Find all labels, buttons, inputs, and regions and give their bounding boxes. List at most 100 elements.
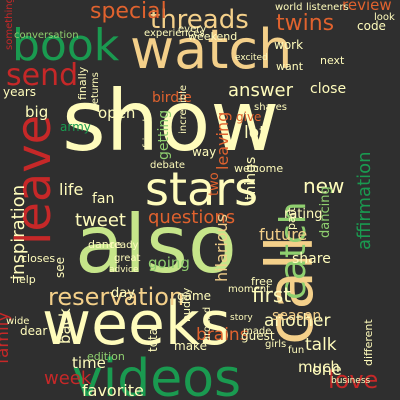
cloud-word-open: open — [98, 104, 135, 122]
cloud-word-experiences: experiences — [144, 28, 205, 39]
cloud-word-see: see — [53, 257, 67, 278]
cloud-word-brains: brains — [196, 325, 249, 345]
cloud-word-business: business — [331, 376, 371, 386]
cloud-word-weeks: weeks — [42, 289, 231, 359]
cloud-word-help: help — [12, 273, 36, 286]
cloud-word-fan: fan — [92, 191, 114, 207]
cloud-word-rating: rating — [284, 207, 323, 222]
cloud-word-lot: lot — [244, 123, 266, 143]
cloud-word-moment: moment — [228, 284, 270, 295]
cloud-word-make: make — [174, 339, 207, 353]
cloud-word-also: also — [75, 198, 237, 291]
cloud-word-twins: twins — [276, 11, 334, 36]
cloud-word-videos: videos — [72, 349, 241, 400]
cloud-word-hilarious: hilarious — [212, 214, 231, 282]
cloud-word-next: next — [320, 54, 345, 67]
cloud-word-welcome: welcome — [234, 162, 283, 175]
cloud-word-future: future — [259, 225, 307, 244]
cloud-word-week: week — [44, 368, 92, 389]
cloud-word-closes: closes — [21, 252, 55, 265]
cloud-word-look: look — [374, 12, 395, 23]
cloud-word-returns: returns — [90, 72, 101, 108]
cloud-word-every: every — [178, 24, 206, 35]
cloud-word-part: part — [285, 207, 298, 230]
cloud-word-book: book — [12, 20, 120, 71]
cloud-word-close: close — [310, 81, 346, 97]
cloud-word-give: give — [236, 110, 261, 124]
cloud-word-army: army — [60, 120, 91, 134]
cloud-word-back: back — [56, 308, 74, 344]
cloud-word-threads: threads — [150, 5, 249, 35]
cloud-word-things: things — [243, 157, 259, 200]
cloud-word-talk: talk — [305, 335, 337, 355]
cloud-word-finally: finally — [76, 66, 89, 100]
cloud-word-debate: debate — [150, 160, 185, 171]
cloud-word-dear: dear — [20, 324, 47, 338]
cloud-word-advice: advice — [109, 265, 139, 275]
cloud-word-watch: watch — [130, 18, 292, 81]
cloud-word-big: big — [25, 103, 48, 121]
cloud-word-leaving: leaving — [213, 112, 232, 170]
cloud-word-family: family — [0, 312, 13, 364]
cloud-word-want: want — [276, 60, 304, 73]
cloud-word-share: share — [292, 251, 331, 267]
cloud-word-dance: dance — [88, 238, 122, 251]
cloud-word-send: send — [6, 58, 78, 93]
cloud-word-ready: ready — [110, 240, 139, 251]
cloud-word-conversation: conversation — [14, 30, 79, 41]
cloud-word-catch: catch — [273, 201, 314, 300]
cloud-word-years: years — [3, 85, 36, 99]
cloud-word-weekend: weekend — [188, 30, 237, 43]
cloud-word-girls: girls — [265, 339, 286, 350]
cloud-word-dancing: dancing — [318, 186, 333, 238]
cloud-word-excited: excited — [235, 53, 268, 63]
cloud-word-show: show — [62, 72, 279, 170]
cloud-word-birdie: birdie — [152, 90, 192, 106]
cloud-word-code: code — [357, 19, 386, 33]
cloud-word-different: different — [362, 319, 375, 366]
cloud-word-buddy: buddy — [180, 287, 193, 322]
cloud-word-listeners: listeners — [306, 2, 349, 13]
cloud-word-free: free — [251, 275, 273, 288]
cloud-word-new: new — [303, 174, 344, 198]
cloud-word-wide: wide — [6, 316, 29, 327]
cloud-word-game: game — [177, 289, 211, 303]
cloud-word-around: around — [202, 307, 213, 342]
cloud-word-much: much — [298, 358, 340, 376]
cloud-word-time: time — [72, 354, 106, 372]
cloud-word-one: one — [312, 360, 342, 379]
cloud-word-something: something — [4, 0, 15, 50]
cloud-word-leave: leave — [6, 115, 62, 245]
cloud-word-total: total — [146, 325, 160, 352]
cloud-word-shares: shares — [254, 102, 287, 113]
cloud-word-two: two — [207, 172, 222, 196]
cloud-word-going: going — [148, 254, 190, 272]
cloud-word-reservation: reservation — [48, 283, 184, 311]
cloud-word-day: day — [111, 286, 135, 301]
cloud-word-first: first — [252, 283, 291, 307]
cloud-word-world: world — [275, 2, 303, 13]
cloud-word-review: review — [342, 0, 392, 14]
cloud-word-great: great — [114, 253, 141, 264]
cloud-word-life: life — [59, 180, 83, 199]
cloud-word-answer: answer — [228, 80, 294, 101]
cloud-word-edition: edition — [87, 350, 125, 363]
cloud-word-love: love — [328, 366, 378, 394]
cloud-word-tweet: tweet — [75, 210, 126, 231]
cloud-word-inspiration: inspiration — [8, 185, 29, 280]
cloud-word-another: another — [264, 311, 330, 331]
cloud-word-stars: stars — [145, 162, 258, 216]
cloud-word-season: season — [272, 308, 321, 324]
cloud-word-work: work — [274, 38, 303, 52]
cloud-word-questions: questions — [148, 207, 235, 228]
cloud-word-friends: friends — [142, 114, 153, 148]
cloud-word-fun: fun — [288, 345, 304, 356]
cloud-word-story: story — [230, 313, 253, 323]
cloud-word-affirmation: affirmation — [354, 151, 375, 250]
cloud-word-way: way — [192, 145, 216, 159]
cloud-word-favorite: favorite — [82, 381, 144, 400]
cloud-word-call: call — [254, 235, 328, 345]
